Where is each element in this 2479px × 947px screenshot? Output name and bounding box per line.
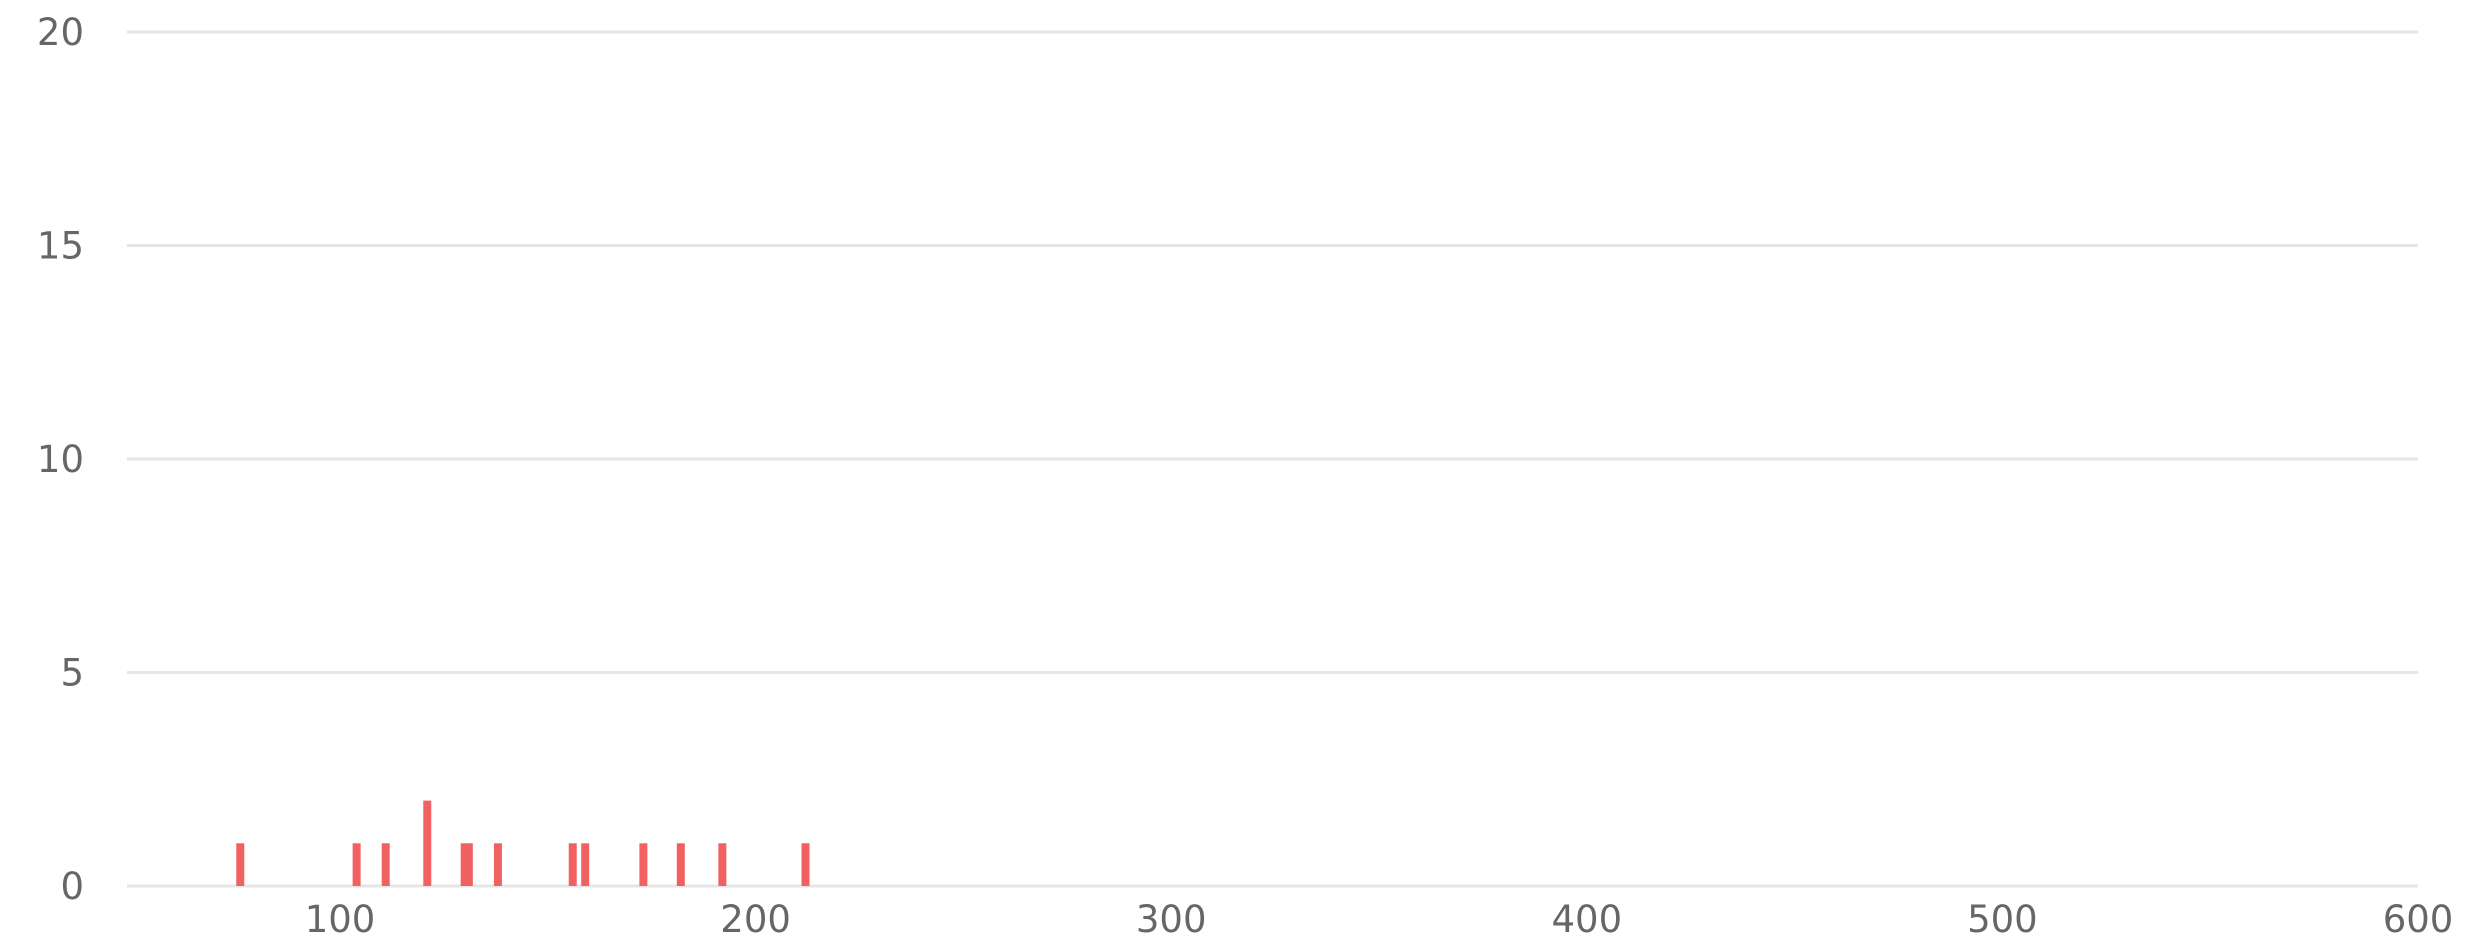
x-tick-label: 400 <box>1551 898 1622 941</box>
x-tick-label: 100 <box>305 898 376 941</box>
x-tick-label: 300 <box>1136 898 1207 941</box>
bar <box>676 843 685 886</box>
x-tick-label: 600 <box>2383 898 2454 941</box>
bar <box>718 843 727 886</box>
bar <box>464 843 473 886</box>
y-tick-label: 5 <box>60 652 84 695</box>
bars <box>236 800 810 886</box>
bar <box>493 843 502 886</box>
x-axis-tick-labels: 100 200 300 400 500 600 <box>305 898 2454 941</box>
y-tick-label: 0 <box>60 865 84 908</box>
bar <box>236 843 245 886</box>
grid-lines <box>127 30 2418 888</box>
bar <box>381 843 390 886</box>
x-tick-label: 200 <box>720 898 791 941</box>
bar <box>568 843 577 886</box>
bar <box>460 843 469 886</box>
bar <box>801 843 810 886</box>
y-tick-label: 20 <box>37 11 84 54</box>
y-axis-tick-labels: 0 5 10 15 20 <box>37 11 84 908</box>
bar <box>581 843 590 886</box>
bar <box>639 843 648 886</box>
y-tick-label: 15 <box>37 225 84 268</box>
y-tick-label: 10 <box>37 438 84 481</box>
bar <box>352 843 361 886</box>
bar <box>423 800 432 886</box>
x-tick-label: 500 <box>1967 898 2038 941</box>
